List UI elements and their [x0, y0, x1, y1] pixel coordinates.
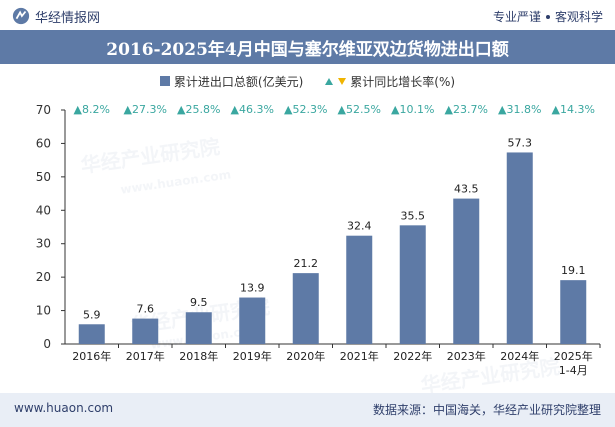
legend-label-growth: 累计同比增长率(%) [350, 74, 456, 89]
y-tick-label: 30 [36, 237, 51, 251]
growth-label: ▲52.3% [284, 103, 327, 116]
bar [132, 318, 159, 344]
top-bar: 华经情报网 专业严谨 客观科学 [0, 0, 615, 30]
data-label: 13.9 [240, 282, 265, 295]
bar-chart: 0 10 20 30 40 50 60 70 5.9 ▲8.2% 2016年 7.6 ▲27.3% 201… [36, 103, 601, 377]
data-label: 32.4 [347, 220, 372, 233]
y-tick-label: 0 [43, 337, 51, 351]
data-label: 35.5 [401, 209, 426, 222]
y-tick-label: 60 [36, 136, 51, 150]
data-source: 数据来源：中国海关，华经产业研究院整理 [372, 403, 601, 417]
y-tick-label: 10 [36, 304, 51, 318]
bar [292, 273, 319, 344]
separator-dot-icon [545, 14, 550, 19]
slogan: 专业严谨 客观科学 [493, 8, 603, 25]
growth-label: ▲52.5% [338, 103, 381, 116]
data-label: 21.2 [294, 257, 319, 270]
bar [399, 225, 426, 344]
y-tick-label: 50 [36, 170, 51, 184]
data-label: 5.9 [83, 308, 101, 321]
y-tick-label: 20 [36, 270, 51, 284]
legend-item-total: 累计进出口总额(亿美元) [159, 73, 304, 90]
growth-label: ▲31.8% [498, 103, 541, 116]
x-tick-label: 2023年 [447, 349, 486, 363]
footer-url: www.huaon.com [14, 401, 114, 415]
x-tick-label: 1-4月 [559, 364, 588, 377]
growth-label: ▲10.1% [391, 103, 434, 116]
legend-bar-swatch [159, 76, 170, 86]
slogan-right: 客观科学 [554, 10, 603, 24]
x-tick-label: 2022年 [393, 349, 432, 363]
legend-down-triangle-icon [338, 77, 347, 85]
slogan-left: 专业严谨 [492, 10, 541, 24]
x-tick-label: 2021年 [340, 349, 379, 363]
growth-label: ▲14.3% [552, 103, 595, 116]
data-label: 9.5 [190, 296, 208, 309]
bar [78, 324, 105, 344]
growth-label: ▲8.2% [74, 103, 110, 116]
bar [506, 152, 533, 344]
footer: www.huaon.com 数据来源：中国海关，华经产业研究院整理 [0, 393, 615, 427]
brand-logo-icon [12, 7, 30, 25]
growth-label: ▲46.3% [231, 103, 274, 116]
x-tick-label: 2016年 [72, 349, 111, 363]
data-label: 43.5 [454, 183, 479, 196]
bar [185, 312, 212, 344]
bar [346, 235, 373, 344]
y-tick-label: 70 [36, 103, 51, 117]
chart-title: 2016-2025年4月中国与塞尔维亚双边货物进出口额 [0, 30, 615, 64]
legend-label-total: 累计进出口总额(亿美元) [173, 74, 304, 89]
data-label: 19.1 [561, 264, 586, 277]
brand: 华经情报网 [12, 6, 100, 26]
x-tick-label: 2025年 [554, 349, 593, 363]
bar [560, 280, 587, 344]
legend-item-growth: 累计同比增长率(%) [325, 73, 455, 90]
x-tick-label: 2024年 [500, 349, 539, 363]
x-tick-label: 2020年 [286, 349, 325, 363]
chart-legend: 累计进出口总额(亿美元) 累计同比增长率(%) [0, 70, 615, 92]
bar [453, 198, 480, 344]
growth-label: ▲23.7% [445, 103, 488, 116]
growth-label: ▲27.3% [124, 103, 167, 116]
brand-name: 华经情报网 [35, 10, 101, 26]
data-label: 57.3 [508, 136, 533, 149]
legend-up-triangle-icon [325, 77, 334, 85]
x-tick-label: 2019年 [233, 349, 272, 363]
data-label: 7.6 [137, 303, 155, 316]
growth-label: ▲25.8% [177, 103, 220, 116]
x-tick-label: 2018年 [179, 349, 218, 363]
x-tick-label: 2017年 [126, 349, 165, 363]
y-tick-label: 40 [36, 203, 51, 217]
bar [239, 297, 266, 344]
